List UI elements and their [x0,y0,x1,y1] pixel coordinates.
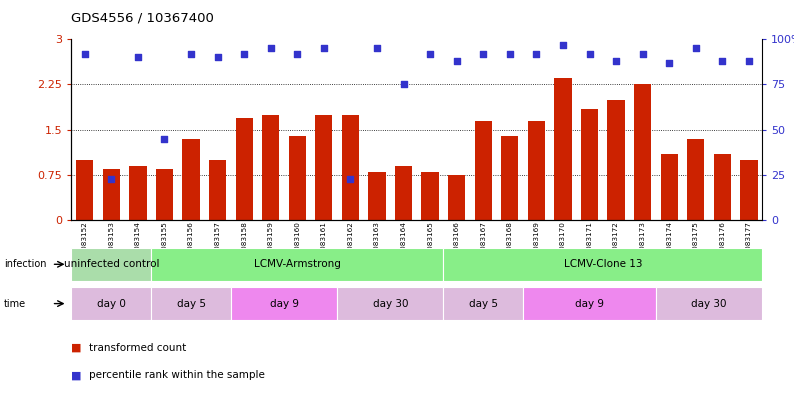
Point [105,175,118,182]
Bar [422,172,439,220]
Text: day 0: day 0 [97,299,125,309]
Bar [554,79,572,220]
Bar [528,121,545,220]
Bar [337,287,443,320]
Bar [523,287,656,320]
Point [371,45,384,51]
Text: day 9: day 9 [269,299,299,309]
Bar [443,248,762,281]
Text: LCMV-Armstrong: LCMV-Armstrong [254,259,341,269]
Bar [448,175,465,220]
Bar [395,166,412,220]
Point [132,54,145,61]
Bar [262,115,279,220]
Bar [289,136,306,220]
Bar [76,160,94,220]
Point [237,51,250,57]
Bar [315,115,333,220]
Point [530,51,543,57]
Text: LCMV-Clone 13: LCMV-Clone 13 [564,259,642,269]
Point [742,58,755,64]
Point [689,45,702,51]
Bar [231,287,337,320]
Text: day 9: day 9 [575,299,604,309]
Bar [607,99,625,220]
Point [477,51,490,57]
Text: day 5: day 5 [468,299,498,309]
Bar [341,115,359,220]
Bar [209,160,226,220]
Point [211,54,224,61]
Point [158,136,171,142]
Point [450,58,463,64]
Point [318,45,330,51]
Bar [740,160,757,220]
Bar [475,121,492,220]
Bar [661,154,678,220]
Text: transformed count: transformed count [89,343,186,353]
Bar [129,166,147,220]
Bar [71,287,151,320]
Bar [581,108,598,220]
Text: uninfected control: uninfected control [64,259,159,269]
Text: infection: infection [4,259,47,269]
Point [344,175,357,182]
Text: GDS4556 / 10367400: GDS4556 / 10367400 [71,12,214,25]
Text: day 30: day 30 [372,299,408,309]
Bar [687,139,704,220]
Point [291,51,303,57]
Text: ■: ■ [71,370,82,380]
Bar [71,248,151,281]
Bar [151,248,443,281]
Point [185,51,198,57]
Point [503,51,516,57]
Point [79,51,91,57]
Bar [443,287,523,320]
Point [264,45,277,51]
Point [583,51,596,57]
Bar [634,84,651,220]
Point [610,58,622,64]
Point [557,42,569,48]
Bar [151,287,231,320]
Point [636,51,649,57]
Bar [183,139,199,220]
Text: percentile rank within the sample: percentile rank within the sample [89,370,265,380]
Bar [102,169,120,220]
Point [716,58,729,64]
Bar [656,287,762,320]
Bar [714,154,731,220]
Point [397,81,410,88]
Text: time: time [4,299,26,309]
Bar [236,118,252,220]
Text: day 5: day 5 [176,299,206,309]
Text: ■: ■ [71,343,82,353]
Point [424,51,437,57]
Point [663,60,676,66]
Bar [156,169,173,220]
Bar [368,172,386,220]
Text: day 30: day 30 [692,299,727,309]
Bar [501,136,518,220]
